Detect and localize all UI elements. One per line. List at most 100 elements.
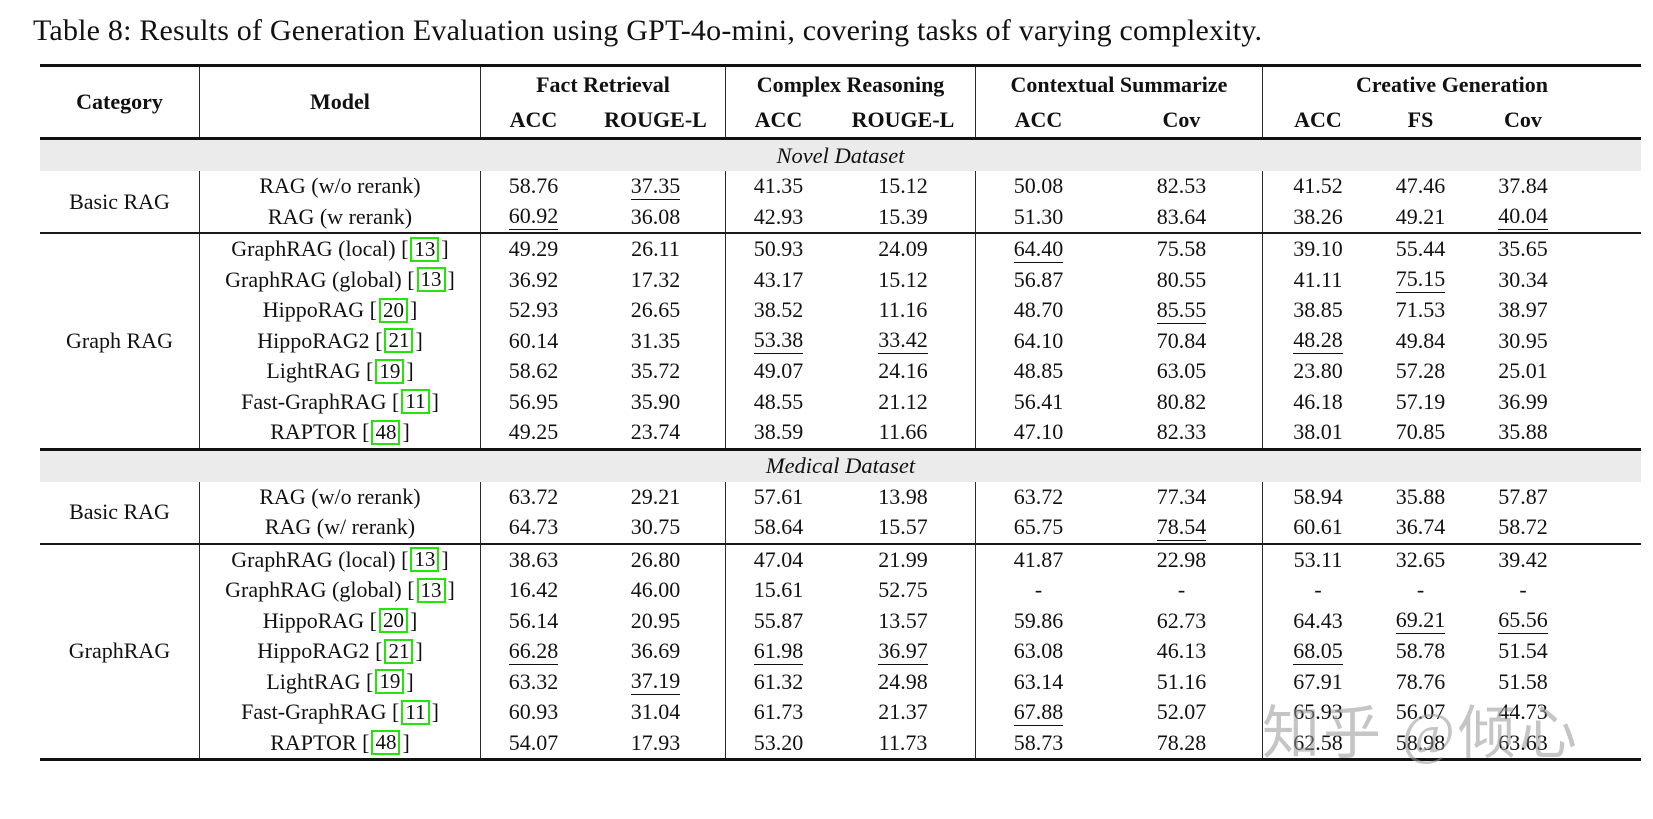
value-cell: 24.98 <box>831 666 976 697</box>
subcolumn-creative-fs: FS <box>1407 107 1434 132</box>
citation-link[interactable]: 21 <box>384 328 414 354</box>
value-cell: 43.17 <box>753 266 804 292</box>
value-cell: 58.64 <box>753 514 804 540</box>
column-group-fact-retrieval: Fact Retrieval <box>481 67 726 103</box>
value-cell: 41.11 <box>1293 266 1343 292</box>
value-cell: 39.10 <box>1293 236 1343 262</box>
subcolumn-creative-cov: Cov <box>1504 107 1542 132</box>
value-cell: 36.08 <box>586 201 726 232</box>
value-cell: 62.73 <box>1101 605 1263 636</box>
table-header: Category Model Fact Retrieval ACC ROUGE-… <box>40 64 1641 140</box>
value-cell: 15.12 <box>831 264 976 295</box>
value-cell: 49.84 <box>1395 327 1446 353</box>
value-cell: 82.33 <box>1101 417 1263 448</box>
category-cell: Basic RAG <box>40 481 200 543</box>
section-band: Novel Dataset <box>40 140 1641 171</box>
value-cell: 53.20 <box>753 729 804 755</box>
value-cell: 67.88 <box>1013 698 1064 726</box>
value-cell: 35.65 <box>1498 236 1548 262</box>
value-cell: 38.63 <box>508 546 559 572</box>
value-cell: 49.07 <box>753 358 804 384</box>
value-cell: 58.62 <box>508 358 559 384</box>
value-cell: 63.08 <box>1013 638 1064 664</box>
section-band-label: Novel Dataset <box>776 142 905 168</box>
citation-link[interactable]: 11 <box>401 389 430 415</box>
value-cell: 65.56 <box>1498 607 1548 635</box>
table-section: Basic RAG RAG (w/o rerank) 58.76 37.35 41.35… <box>40 171 1641 232</box>
citation-link[interactable]: 13 <box>416 267 446 293</box>
column-group-contextual-summarize: Contextual Summarize <box>976 67 1263 103</box>
value-cell: 36.74 <box>1395 514 1446 540</box>
value-cell: 63.72 <box>508 483 559 509</box>
value-cell: - <box>1034 577 1043 603</box>
value-cell: 55.44 <box>1395 236 1446 262</box>
value-cell: 57.28 <box>1395 358 1446 384</box>
value-cell: 21.37 <box>831 697 976 728</box>
value-cell: 56.87 <box>1013 266 1064 292</box>
value-cell: 59.86 <box>1013 607 1064 633</box>
value-cell: 40.04 <box>1498 203 1548 231</box>
value-cell: 26.11 <box>586 234 726 265</box>
value-cell: 36.69 <box>586 636 726 667</box>
value-cell: 26.80 <box>586 544 726 575</box>
value-cell: 63.72 <box>1013 483 1064 509</box>
value-cell: 13.98 <box>831 481 976 512</box>
citation-link[interactable]: 48 <box>371 419 401 445</box>
value-cell: 35.90 <box>586 386 726 417</box>
value-cell: 38.97 <box>1498 297 1548 323</box>
value-cell: 56.07 <box>1395 699 1446 725</box>
value-cell: 61.73 <box>753 699 804 725</box>
value-cell: 58.72 <box>1498 514 1548 540</box>
model-cell: RAG (w rerank) <box>200 201 481 232</box>
value-cell: 56.14 <box>508 607 559 633</box>
value-cell: 49.29 <box>508 236 559 262</box>
value-cell: 30.75 <box>586 512 726 543</box>
citation-link[interactable]: 13 <box>410 236 440 262</box>
citation-link[interactable]: 20 <box>378 297 408 323</box>
value-cell: 68.05 <box>1293 637 1343 665</box>
value-cell: 56.95 <box>508 388 559 414</box>
value-cell: 58.94 <box>1293 483 1343 509</box>
subcolumn-summarize-cov: Cov <box>1101 103 1263 137</box>
citation-link[interactable]: 19 <box>375 358 405 384</box>
citation-link[interactable]: 20 <box>378 608 408 634</box>
value-cell: 11.73 <box>831 727 976 758</box>
value-cell: - <box>1416 577 1425 603</box>
citation-link[interactable]: 13 <box>416 577 446 603</box>
value-cell: 58.78 <box>1395 638 1446 664</box>
value-cell: 70.85 <box>1395 419 1446 445</box>
table-section: Basic RAG RAG (w/o rerank) 63.72 29.21 57.61… <box>40 481 1641 543</box>
subcolumn-complex-rouge: ROUGE-L <box>831 103 976 137</box>
value-cell: 58.73 <box>1013 729 1064 755</box>
value-cell: 23.74 <box>586 417 726 448</box>
value-cell: 52.07 <box>1101 697 1263 728</box>
model-cell: RAG (w/ rerank) <box>200 512 481 543</box>
value-cell: 38.85 <box>1293 297 1343 323</box>
value-cell: 32.65 <box>1395 546 1446 572</box>
value-cell: 50.93 <box>753 236 804 262</box>
citation-link[interactable]: 11 <box>401 699 430 725</box>
value-cell: 63.05 <box>1101 356 1263 387</box>
citation-link[interactable]: 19 <box>375 669 405 695</box>
value-cell: 57.61 <box>753 483 804 509</box>
value-cell: 48.85 <box>1013 358 1064 384</box>
value-cell: 13.57 <box>831 605 976 636</box>
value-cell: 35.88 <box>1395 483 1446 509</box>
value-cell: 65.75 <box>1013 514 1064 540</box>
value-cell: 75.58 <box>1101 234 1263 265</box>
citation-link[interactable]: 48 <box>371 730 401 756</box>
value-cell: 36.92 <box>508 266 559 292</box>
value-cell: 35.72 <box>586 356 726 387</box>
value-cell: 15.39 <box>831 201 976 232</box>
value-cell: 31.04 <box>586 697 726 728</box>
value-cell: 52.75 <box>831 575 976 606</box>
value-cell: 63.32 <box>508 668 559 694</box>
value-cell: 46.13 <box>1101 636 1263 667</box>
value-cell: 47.46 <box>1395 173 1446 199</box>
value-cell: 78.54 <box>1101 512 1263 543</box>
value-cell: 64.40 <box>1013 235 1064 263</box>
model-cell: RAG (w/o rerank) <box>200 171 481 202</box>
value-cell: 49.21 <box>1395 203 1446 229</box>
citation-link[interactable]: 21 <box>384 638 414 664</box>
citation-link[interactable]: 13 <box>410 547 440 573</box>
